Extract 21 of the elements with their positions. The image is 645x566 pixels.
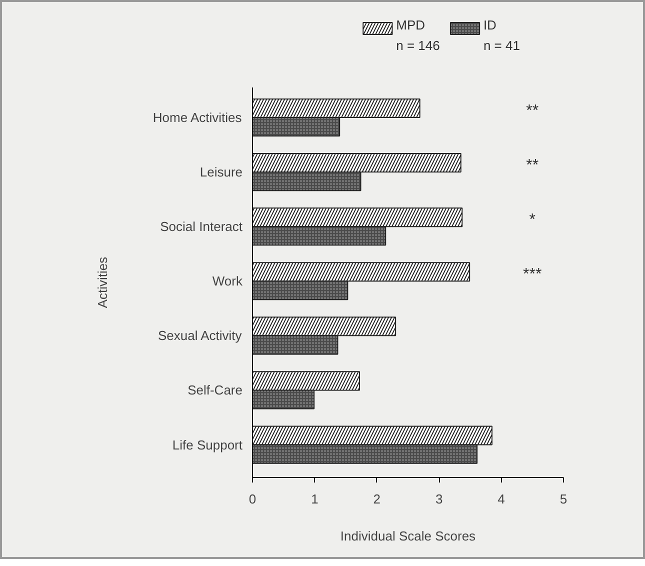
- annotation: **: [526, 157, 539, 174]
- legend-label: MPD n = 146: [396, 18, 440, 53]
- y-tick-label: Sexual Activity: [158, 328, 242, 344]
- x-tick-label: 0: [248, 492, 256, 506]
- y-tick-label: Life Support: [172, 437, 243, 452]
- legend-label: ID n = 41: [483, 18, 520, 53]
- annotation: **: [526, 102, 539, 120]
- y-tick-label: Social Interact: [160, 219, 243, 234]
- y-axis-title: Activities: [94, 256, 110, 308]
- annotation: *: [529, 212, 536, 229]
- y-tick-label: Self-Care: [188, 382, 243, 398]
- x-tick-label: 4: [498, 492, 505, 506]
- y-tick-label: Home Activities: [152, 110, 242, 125]
- y-tick-label: Leisure: [200, 164, 243, 180]
- x-tick-label: 3: [435, 492, 443, 506]
- y-tick-label: Work: [212, 274, 243, 289]
- annotation: ***: [523, 266, 542, 284]
- x-axis-title: Individual Scale Scores: [340, 528, 476, 544]
- x-tick-label: 1: [311, 492, 318, 506]
- x-tick-label: 5: [560, 492, 568, 506]
- x-tick-label: 2: [373, 492, 381, 506]
